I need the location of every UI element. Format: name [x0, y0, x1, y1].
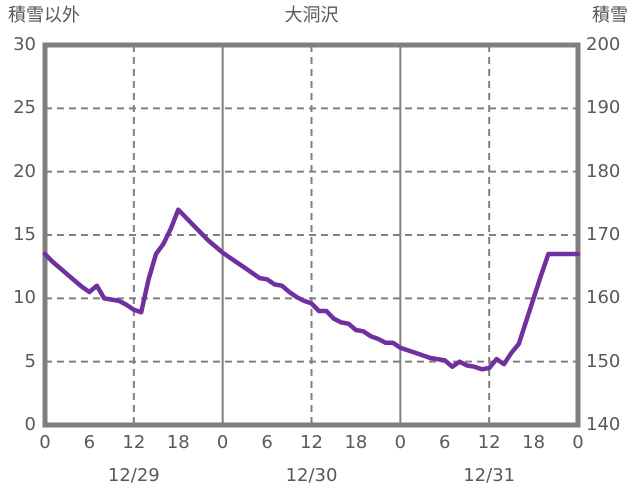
right-axis-tick: 160 — [586, 287, 621, 309]
x-axis-hour-tick: 0 — [394, 432, 407, 453]
right-axis-tick: 200 — [586, 34, 621, 55]
left-axis-title: 積雪以外 — [8, 5, 80, 26]
right-axis-tick: 180 — [586, 160, 621, 182]
left-axis-tick: 30 — [13, 34, 36, 55]
x-axis-hour-tick: 18 — [522, 432, 546, 453]
right-axis-tick: 170 — [586, 224, 621, 245]
x-axis-hour-tick: 12 — [300, 432, 323, 453]
right-axis-title: 積雪 — [592, 5, 628, 26]
right-axis-tick: 190 — [586, 97, 621, 119]
x-axis-hour-tick: 12 — [477, 432, 501, 453]
plot-border — [42, 42, 581, 428]
x-axis-day-label: 12/30 — [285, 465, 338, 486]
left-axis-tick: 25 — [13, 97, 36, 119]
chart-title: 大洞沢 — [284, 5, 339, 26]
x-axis-hour-tick: 6 — [261, 432, 273, 453]
left-axis-tick: 5 — [24, 350, 36, 372]
x-axis-hour-tick: 6 — [83, 432, 96, 453]
x-axis-hour-tick: 18 — [166, 432, 190, 453]
left-axis-tick: 10 — [13, 287, 36, 309]
x-axis-day-label: 12/29 — [107, 465, 160, 486]
x-axis-hour-tick: 0 — [39, 432, 51, 453]
x-axis-hour-tick: 0 — [572, 432, 584, 453]
right-axis-tick: 150 — [586, 350, 621, 372]
left-axis-tick: 20 — [13, 160, 36, 182]
left-axis-tick: 0 — [24, 414, 36, 435]
x-axis-hour-tick: 18 — [344, 432, 368, 453]
right-axis-tick: 140 — [586, 414, 621, 435]
data-line-snow-other — [42, 207, 581, 372]
x-axis-hour-tick: 12 — [122, 432, 146, 453]
left-axis-tick: 15 — [13, 224, 36, 245]
x-axis-hour-tick: 0 — [216, 432, 229, 453]
x-axis-hour-tick: 6 — [439, 432, 451, 453]
x-axis-day-label: 12/31 — [463, 465, 516, 486]
